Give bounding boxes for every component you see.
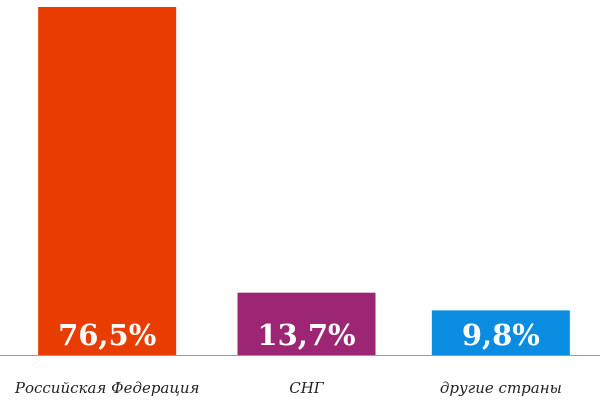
bar — [38, 7, 177, 355]
bar — [237, 292, 376, 355]
x-tick-label: СНГ — [289, 379, 325, 397]
x-tick-label: Российская Федерация — [14, 379, 200, 397]
bar — [431, 310, 570, 355]
value-label: 76,5% — [58, 318, 156, 352]
x-tick-label: другие страны — [440, 379, 562, 397]
value-label: 13,7% — [257, 318, 355, 352]
value-label: 9,8% — [462, 318, 540, 352]
